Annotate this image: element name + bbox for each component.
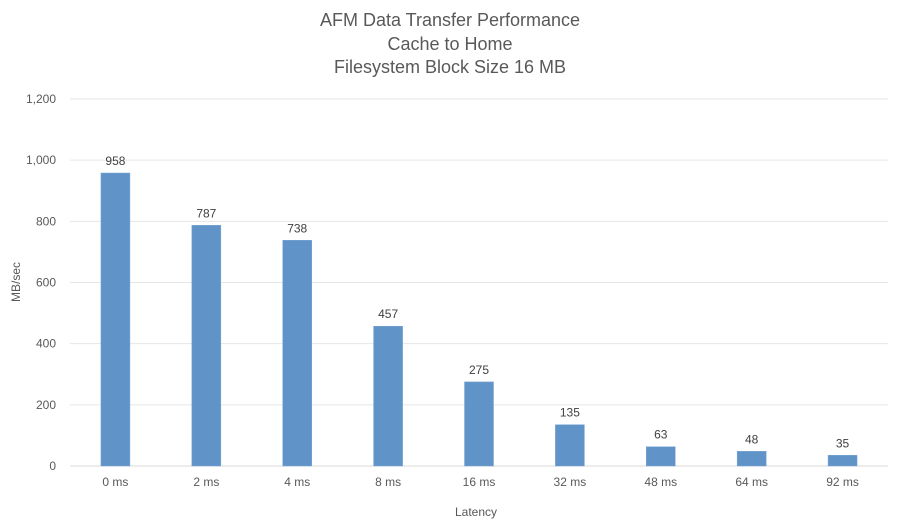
x-axis-label: Latency bbox=[455, 505, 497, 519]
bar bbox=[191, 225, 222, 467]
bar bbox=[736, 451, 767, 467]
bar bbox=[555, 424, 585, 467]
x-tick-label: 16 ms bbox=[463, 475, 496, 489]
y-tick-label: 600 bbox=[36, 276, 56, 290]
x-tick-label: 2 ms bbox=[193, 475, 219, 489]
data-label: 958 bbox=[105, 154, 125, 168]
x-tick-label: 8 ms bbox=[375, 475, 401, 489]
x-tick-label: 64 ms bbox=[735, 475, 768, 489]
data-label: 135 bbox=[560, 406, 580, 420]
chart-subtitle-1: Cache to Home bbox=[387, 34, 513, 54]
data-label: 63 bbox=[654, 428, 668, 442]
x-tick-label: 48 ms bbox=[644, 475, 677, 489]
x-tick-label: 4 ms bbox=[284, 475, 310, 489]
data-label: 48 bbox=[745, 432, 759, 446]
y-tick-label: 400 bbox=[36, 337, 56, 351]
x-tick-label: 32 ms bbox=[554, 475, 587, 489]
chart-subtitle-2: Filesystem Block Size 16 MB bbox=[333, 57, 567, 77]
data-label: 738 bbox=[287, 221, 307, 235]
bar bbox=[100, 172, 131, 467]
x-tick-label: 0 ms bbox=[102, 475, 128, 489]
data-label: 275 bbox=[469, 363, 489, 377]
y-tick-label: 200 bbox=[36, 398, 56, 412]
y-tick-label: 1,000 bbox=[26, 153, 56, 167]
bar bbox=[464, 381, 494, 467]
bar bbox=[282, 240, 312, 467]
data-label: 457 bbox=[378, 307, 398, 321]
y-tick-label: 1,200 bbox=[26, 92, 56, 106]
bar bbox=[827, 455, 858, 467]
y-tick-label: 800 bbox=[36, 214, 56, 228]
y-tick-label: 0 bbox=[49, 459, 56, 473]
chart-title: AFM Data Transfer Performance bbox=[319, 10, 581, 30]
bar bbox=[373, 325, 403, 467]
y-axis-label: MB/sec bbox=[9, 262, 23, 302]
bar bbox=[646, 446, 676, 467]
data-label: 35 bbox=[836, 436, 850, 450]
data-label: 787 bbox=[196, 206, 216, 220]
x-tick-label: 92 ms bbox=[826, 475, 859, 489]
